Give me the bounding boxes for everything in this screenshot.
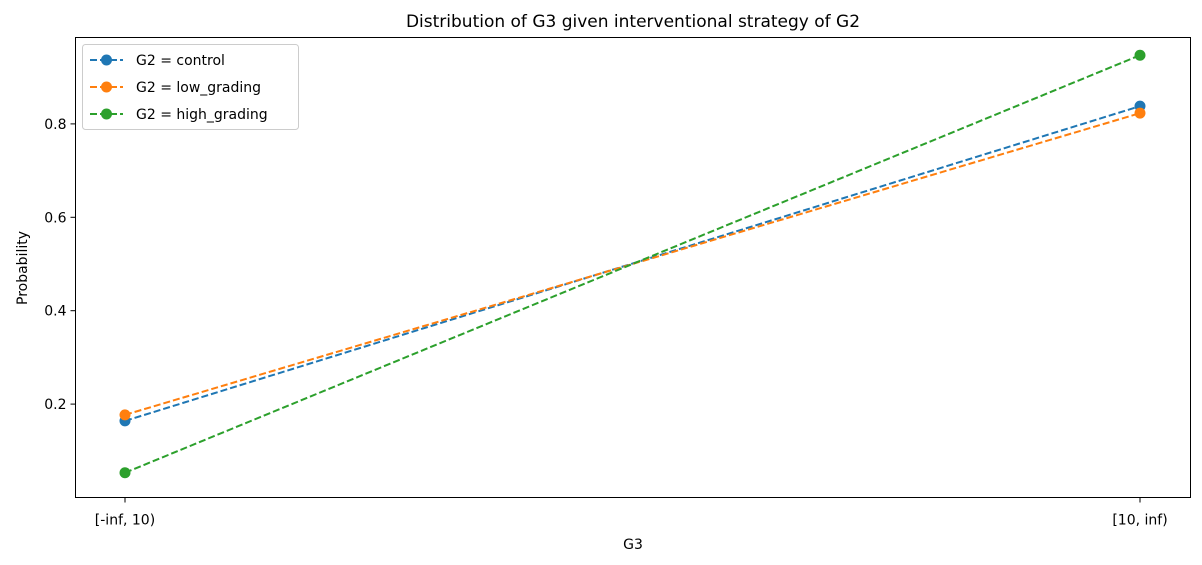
series-line [124,105,1141,422]
data-point [119,409,131,421]
y-tick-label: 0.8 [44,117,66,133]
y-axis-title: Probability [15,231,31,305]
plot-area [119,49,1146,479]
chart-title: Distribution of G3 given interventional … [406,12,860,32]
legend-label: G2 = high_grading [136,107,268,123]
legend-box [82,44,299,130]
data-point [119,467,131,479]
plot-frame [75,37,1191,498]
x-tick-label: [10, inf) [1112,513,1167,529]
x-axis-title: G3 [623,537,643,553]
x-axis: [-inf, 10) [10, inf) [95,497,1168,529]
legend: G2 = control G2 = low_grading G2 = high_gr… [82,44,299,130]
legend-marker [101,108,112,120]
data-point [1134,107,1146,119]
series-line [124,54,1141,474]
y-tick-label: 0.6 [44,210,66,226]
y-axis: 0.2 0.4 0.6 0.8 [44,117,76,413]
legend-label: G2 = low_grading [136,80,261,96]
legend-marker [101,54,112,66]
legend-marker [101,81,112,93]
x-tick-label: [-inf, 10) [95,513,155,529]
legend-label: G2 = control [136,53,225,69]
series-line [124,112,1141,416]
data-point [1134,49,1146,61]
y-tick-label: 0.4 [44,304,66,320]
y-tick-label: 0.2 [44,397,66,413]
